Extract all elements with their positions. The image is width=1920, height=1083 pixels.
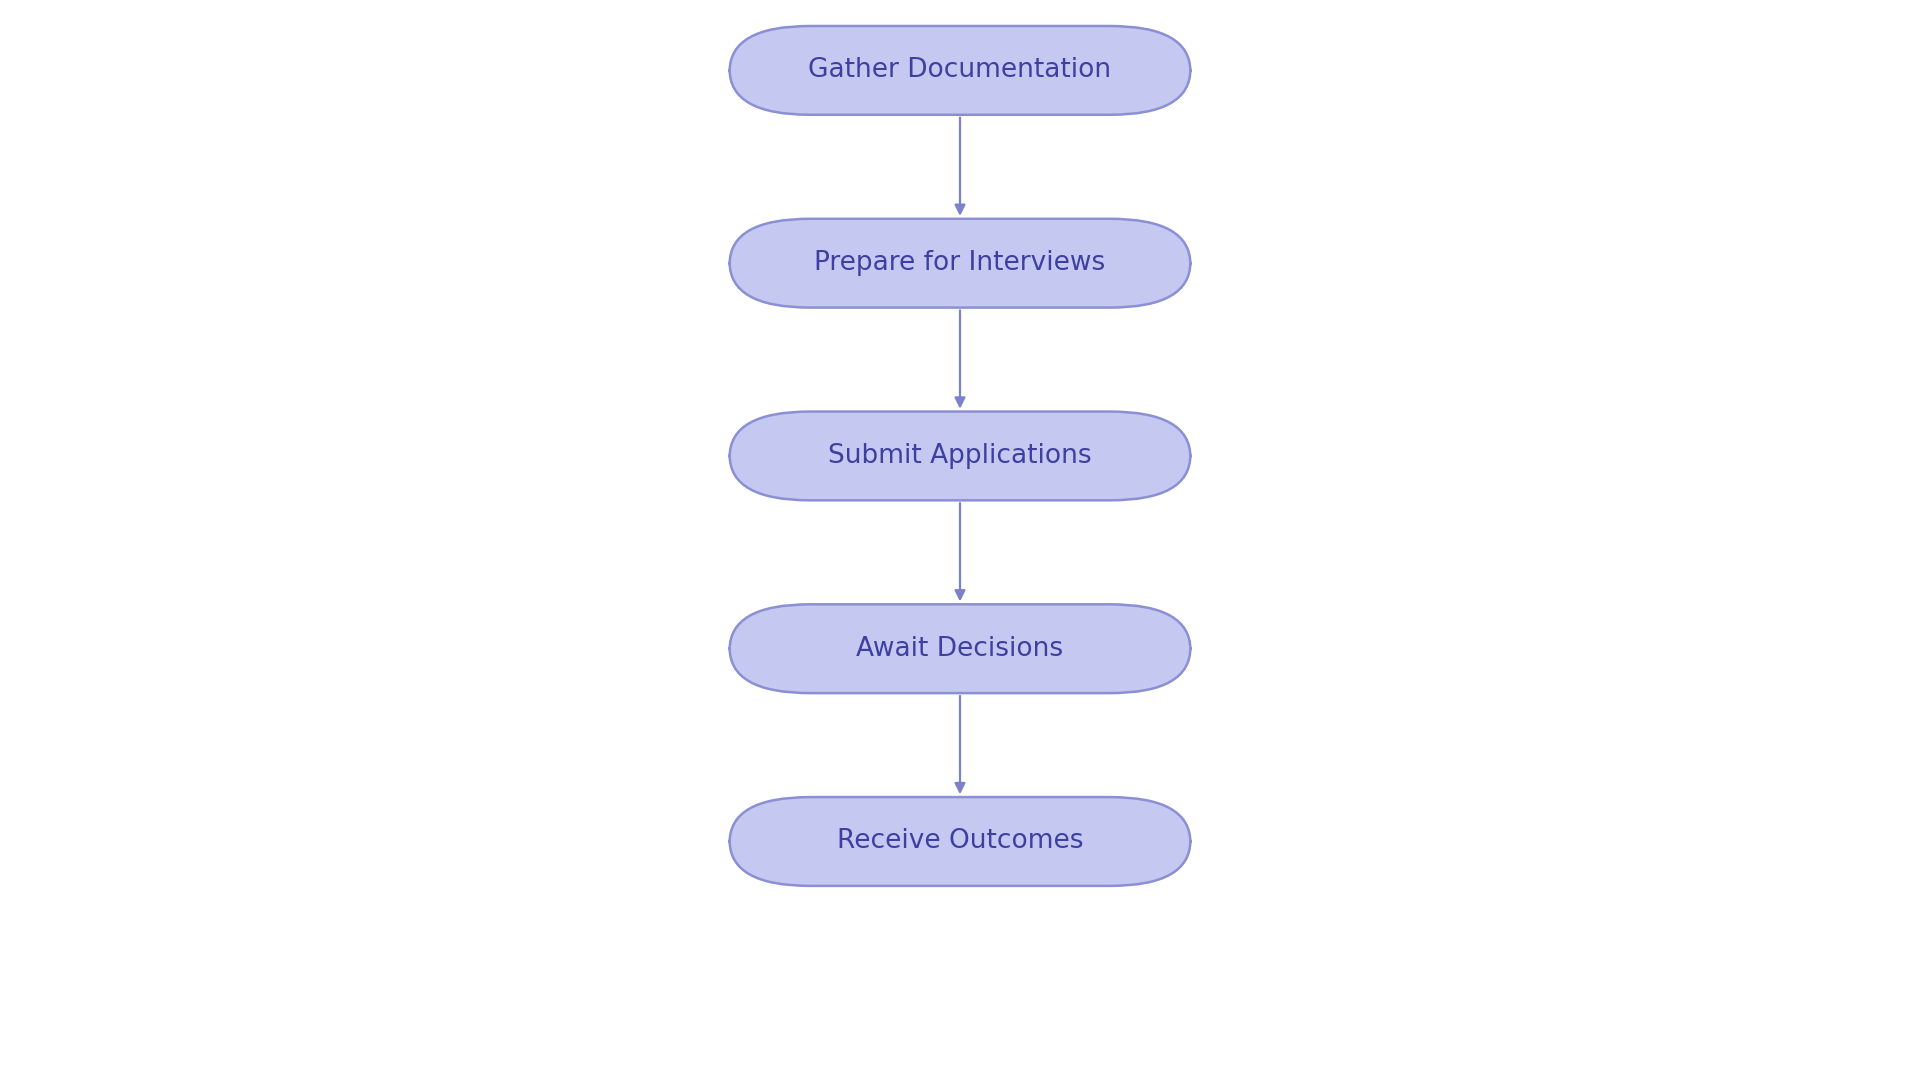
FancyBboxPatch shape: [730, 604, 1190, 693]
Text: Prepare for Interviews: Prepare for Interviews: [814, 250, 1106, 276]
FancyBboxPatch shape: [730, 219, 1190, 308]
Text: Receive Outcomes: Receive Outcomes: [837, 828, 1083, 854]
Text: Await Decisions: Await Decisions: [856, 636, 1064, 662]
FancyBboxPatch shape: [730, 412, 1190, 500]
Text: Gather Documentation: Gather Documentation: [808, 57, 1112, 83]
FancyBboxPatch shape: [730, 797, 1190, 886]
FancyBboxPatch shape: [730, 26, 1190, 115]
Text: Submit Applications: Submit Applications: [828, 443, 1092, 469]
